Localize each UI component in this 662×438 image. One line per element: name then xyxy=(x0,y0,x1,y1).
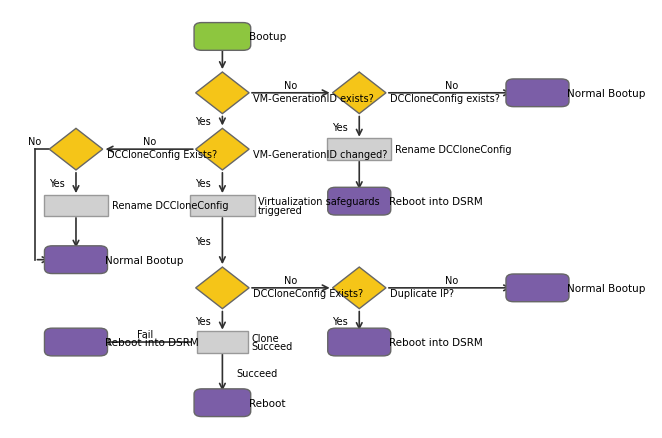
Polygon shape xyxy=(49,129,103,170)
Text: No: No xyxy=(142,137,156,147)
Text: No: No xyxy=(284,276,297,286)
Text: Rename DCCloneConfig: Rename DCCloneConfig xyxy=(395,145,512,155)
Text: DCCloneConfig exists?: DCCloneConfig exists? xyxy=(390,94,500,104)
Text: Succeed: Succeed xyxy=(252,342,293,352)
FancyBboxPatch shape xyxy=(44,195,108,217)
Text: Reboot into DSRM: Reboot into DSRM xyxy=(389,197,483,207)
Text: Clone: Clone xyxy=(252,333,279,343)
Text: Reboot: Reboot xyxy=(249,398,285,408)
Text: Rename DCCloneConfig: Rename DCCloneConfig xyxy=(112,201,228,211)
Text: No: No xyxy=(445,81,458,91)
FancyBboxPatch shape xyxy=(506,274,569,302)
FancyBboxPatch shape xyxy=(44,328,107,356)
Text: Normal Bootup: Normal Bootup xyxy=(567,88,645,99)
FancyBboxPatch shape xyxy=(194,24,251,51)
Polygon shape xyxy=(332,268,386,309)
Polygon shape xyxy=(332,73,386,114)
Text: DCCloneConfig Exists?: DCCloneConfig Exists? xyxy=(253,288,363,298)
Text: Yes: Yes xyxy=(332,122,348,132)
Text: Reboot into DSRM: Reboot into DSRM xyxy=(105,337,199,347)
Text: Normal Bootup: Normal Bootup xyxy=(567,283,645,293)
Text: Yes: Yes xyxy=(195,237,211,247)
Text: VM-GenerationID changed?: VM-GenerationID changed? xyxy=(253,150,387,160)
Polygon shape xyxy=(196,73,249,114)
Polygon shape xyxy=(196,268,249,309)
FancyBboxPatch shape xyxy=(328,328,391,356)
FancyBboxPatch shape xyxy=(197,332,248,353)
Text: Yes: Yes xyxy=(195,117,211,127)
Text: DCCloneConfig Exists?: DCCloneConfig Exists? xyxy=(107,150,216,160)
FancyBboxPatch shape xyxy=(506,80,569,107)
Text: Fail: Fail xyxy=(137,329,153,339)
Text: Normal Bootup: Normal Bootup xyxy=(105,255,183,265)
Text: Bootup: Bootup xyxy=(249,32,287,42)
Text: No: No xyxy=(445,276,458,286)
FancyBboxPatch shape xyxy=(190,195,254,217)
Text: Virtualization safeguards: Virtualization safeguards xyxy=(258,197,380,207)
FancyBboxPatch shape xyxy=(44,246,107,274)
Text: triggered: triggered xyxy=(258,205,303,215)
Text: Yes: Yes xyxy=(49,179,64,188)
Polygon shape xyxy=(196,129,249,170)
Text: Yes: Yes xyxy=(195,179,211,188)
Text: Yes: Yes xyxy=(195,316,211,326)
Text: No: No xyxy=(28,137,42,147)
FancyBboxPatch shape xyxy=(194,389,251,417)
Text: Reboot into DSRM: Reboot into DSRM xyxy=(389,337,483,347)
Text: Yes: Yes xyxy=(332,316,348,326)
Text: VM-GenerationID exists?: VM-GenerationID exists? xyxy=(253,94,373,104)
Text: Duplicate IP?: Duplicate IP? xyxy=(390,288,454,298)
Text: Succeed: Succeed xyxy=(236,368,277,378)
FancyBboxPatch shape xyxy=(327,139,391,161)
Text: No: No xyxy=(284,81,297,91)
FancyBboxPatch shape xyxy=(328,188,391,215)
